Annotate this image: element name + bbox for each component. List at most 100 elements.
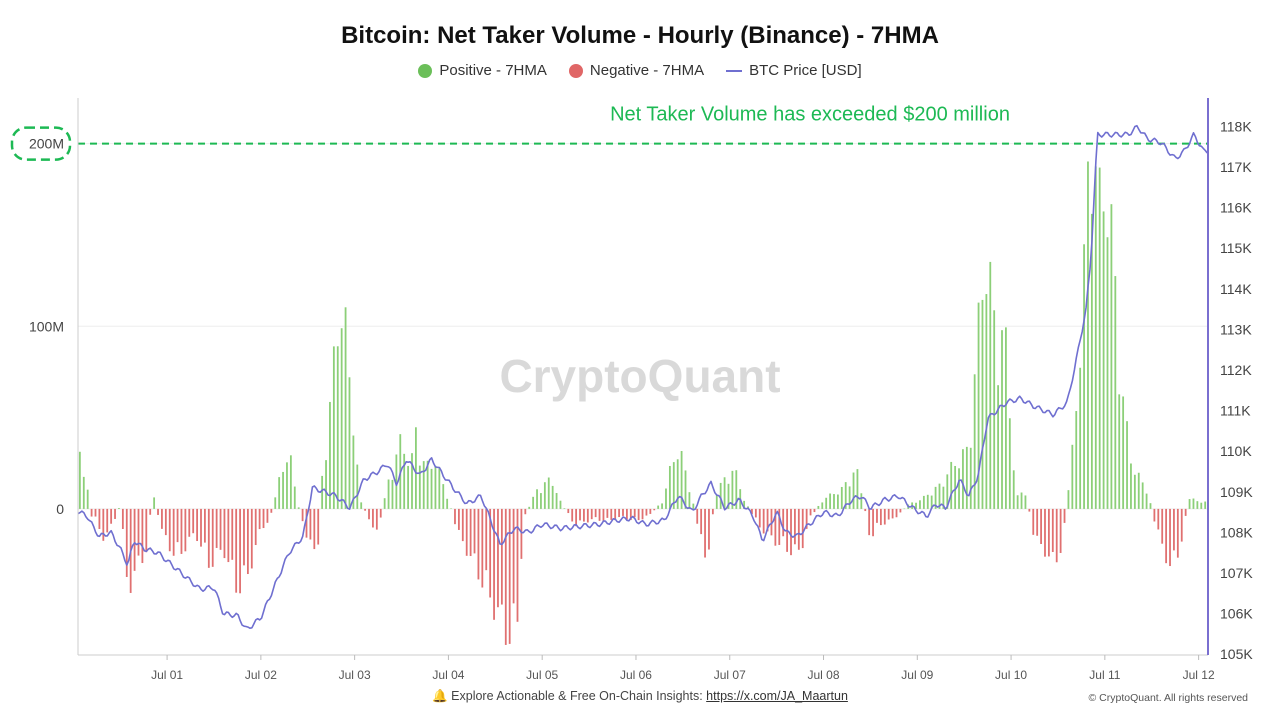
volume-bar — [1188, 499, 1191, 509]
volume-bar — [1071, 444, 1074, 509]
volume-bar — [551, 485, 554, 509]
right-tick-label: 105K — [1220, 646, 1253, 662]
volume-bar — [356, 464, 359, 509]
volume-bar — [379, 508, 382, 518]
volume-bar — [469, 508, 472, 557]
volume-bar — [114, 508, 116, 519]
volume-bar — [915, 502, 917, 509]
legend-negative-label: Negative - 7HMA — [589, 62, 705, 79]
grid — [78, 143, 1208, 510]
volume-bar — [407, 465, 409, 509]
volume-bar — [754, 508, 757, 518]
x-tick-label: Jul 12 — [1183, 668, 1215, 682]
volume-bar — [797, 508, 800, 550]
bell-icon: 🔔 — [432, 689, 448, 703]
volume-bar — [1001, 330, 1003, 509]
volume-bar — [575, 508, 578, 527]
volume-bar — [926, 494, 929, 509]
volume-bar — [1094, 166, 1097, 509]
volume-bar — [778, 508, 781, 545]
legend-price[interactable]: BTC Price [USD] — [726, 62, 862, 79]
right-tick-label: 118K — [1220, 118, 1252, 134]
volume-bar — [751, 508, 753, 515]
volume-bar — [215, 508, 218, 548]
volume-bar — [543, 482, 546, 509]
volume-bar — [125, 508, 128, 577]
volume-bar — [813, 508, 816, 513]
volume-bar — [922, 495, 925, 509]
volume-bar — [94, 508, 97, 517]
volume-bar — [762, 508, 765, 534]
right-tick-label: 109K — [1220, 484, 1253, 500]
volume-bar — [864, 508, 867, 512]
volume-bar — [219, 508, 222, 550]
volume-bar — [868, 508, 871, 536]
volume-bar — [614, 508, 617, 521]
volume-bar — [1079, 367, 1082, 509]
x-tick-label: Jul 03 — [339, 668, 371, 682]
volume-bar — [1090, 213, 1093, 509]
volume-bar — [395, 454, 398, 509]
volume-bar — [180, 508, 183, 554]
volume-bar — [336, 346, 339, 509]
volume-bar — [1047, 508, 1050, 557]
volume-bar — [473, 508, 476, 554]
volume-bar — [1087, 161, 1089, 509]
volume-bar — [1098, 167, 1101, 509]
volume-bar — [266, 508, 269, 523]
volume-bar — [200, 508, 202, 547]
volume-bar — [1169, 508, 1171, 567]
volume-bar — [98, 508, 101, 529]
volume-bar — [1067, 490, 1070, 509]
volume-bar — [801, 508, 804, 549]
volume-bar — [700, 508, 703, 535]
volume-bar — [133, 508, 136, 571]
volume-bar — [598, 508, 601, 521]
volume-bar — [450, 508, 452, 510]
volume-bar — [161, 508, 163, 529]
volume-bar — [1153, 508, 1156, 522]
volume-bar — [583, 508, 585, 522]
volume-bar — [794, 508, 796, 545]
footer-text: Explore Actionable & Free On-Chain Insig… — [451, 689, 703, 703]
volume-bar — [1149, 503, 1152, 509]
volume-bar — [1204, 501, 1207, 509]
volume-bar — [981, 299, 984, 509]
watermark: CryptoQuant — [499, 350, 780, 402]
volume-bar — [661, 503, 663, 509]
legend-negative[interactable]: Negative - 7HMA — [568, 62, 705, 79]
volume-bar — [622, 508, 624, 516]
x-tick-label: Jul 10 — [995, 668, 1027, 682]
volume-bar — [672, 462, 675, 509]
volume-bar — [387, 479, 390, 509]
volume-bar — [594, 508, 597, 518]
right-tick-label: 117K — [1220, 159, 1252, 175]
footer-link[interactable]: https://x.com/JA_Maartun — [706, 689, 848, 703]
volume-bar — [676, 459, 679, 509]
right-tick-label: 108K — [1220, 524, 1253, 540]
volume-bar — [946, 474, 949, 509]
volume-bar — [360, 502, 363, 509]
volume-bar — [430, 468, 433, 509]
volume-bar — [743, 500, 746, 509]
volume-bar — [329, 401, 331, 509]
volume-bar — [774, 508, 777, 546]
axes: Jul 01 Jul 02 Jul 03 Jul 04 Jul 05 Jul 06 Jul … — [29, 98, 1253, 682]
threshold-group: Net Taker Volume has exceeded $200 milli… — [10, 104, 1208, 161]
volume-bar — [586, 508, 589, 523]
volume-bar — [1102, 211, 1105, 509]
legend-positive[interactable]: Positive - 7HMA — [418, 62, 547, 79]
legend-positive-swatch — [418, 63, 433, 78]
volume-bar — [250, 508, 253, 569]
volume-bar — [227, 508, 230, 563]
volume-bar — [364, 508, 367, 511]
volume-bar — [1118, 394, 1121, 509]
volume-bar — [1059, 508, 1062, 553]
volume-bar — [118, 508, 120, 509]
volume-bar — [493, 508, 495, 620]
volume-bar — [1122, 396, 1125, 509]
volume-bar — [637, 508, 640, 521]
volume-bar — [211, 508, 214, 567]
btc-price-line — [77, 124, 1208, 629]
